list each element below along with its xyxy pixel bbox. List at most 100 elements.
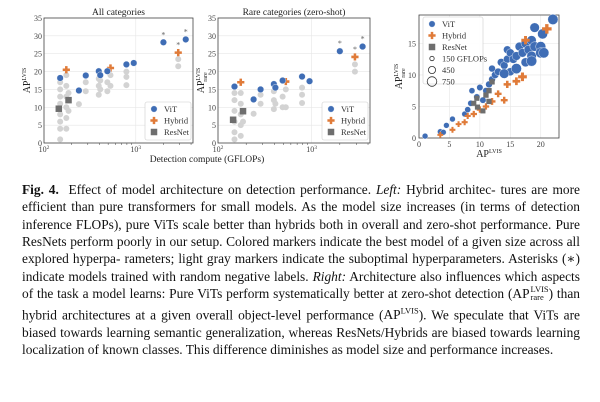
resnet-point xyxy=(474,95,480,101)
suboptimal-point xyxy=(75,101,82,108)
resnet-point xyxy=(486,88,492,94)
suboptimal-point xyxy=(231,136,238,143)
suboptimal-point xyxy=(57,125,64,132)
suboptimal-point xyxy=(237,100,244,107)
hybrid-point xyxy=(455,121,462,128)
lvis-sup: LVIS xyxy=(530,283,549,294)
suboptimal-point xyxy=(270,106,277,113)
suboptimal-point xyxy=(279,93,286,100)
suboptimal-point xyxy=(299,84,306,91)
suboptimal-point xyxy=(123,73,130,80)
vit-point xyxy=(75,86,83,94)
suboptimal-point xyxy=(57,111,64,118)
suboptimal-point xyxy=(57,100,64,107)
vit-point xyxy=(511,63,522,74)
vit-point xyxy=(529,22,540,33)
rare-sub: rare xyxy=(530,291,544,302)
vit-point xyxy=(103,67,111,75)
asterisk-mark: * xyxy=(338,39,342,48)
y-tick-label: 30 xyxy=(208,32,216,41)
suboptimal-point xyxy=(63,115,70,121)
legend-label-resnet: ResNet xyxy=(341,127,367,137)
hybrid-point xyxy=(449,126,456,133)
legend-size-label: 450 xyxy=(442,65,455,75)
y-tick-label: 15 xyxy=(34,85,42,94)
vit-point xyxy=(359,43,367,51)
vit-point xyxy=(547,14,559,25)
suboptimal-point xyxy=(107,82,114,89)
y-tick-label: 15 xyxy=(408,39,416,48)
vit-point xyxy=(230,83,238,91)
hybrid-point xyxy=(437,131,444,138)
hybrid-point xyxy=(62,66,70,74)
hybrid-point xyxy=(512,77,521,86)
resnet-point xyxy=(55,105,63,112)
suboptimal-point xyxy=(299,100,306,106)
y-tick-label: 10 xyxy=(208,103,216,112)
axes-frame xyxy=(418,14,560,139)
caption-left-label: Left: xyxy=(375,182,402,197)
vit-point xyxy=(82,71,90,79)
y-tick-label: 15 xyxy=(208,85,216,94)
axes-frame xyxy=(43,17,194,144)
vit-point xyxy=(96,71,104,79)
vit-point xyxy=(479,96,487,104)
panel-1: 0 5 10 15 20 25 30 35 102 103 * * * Rare categories (… xyxy=(196,7,371,154)
suboptimal-point xyxy=(231,129,238,136)
suboptimal-point xyxy=(175,63,182,70)
asterisk-mark: * xyxy=(161,30,165,39)
vit-point xyxy=(336,47,344,55)
suboptimal-point xyxy=(257,100,264,107)
x-axis-label: APLVIS xyxy=(476,149,502,160)
hybrid-point xyxy=(494,90,502,98)
vit-point xyxy=(271,84,279,92)
ap-text: AP xyxy=(383,307,401,323)
panel-2: 0 5 10 15 20 0 5 10 15 APLVIS APLVISrare ViT HybridR… xyxy=(394,14,560,160)
suboptimal-point xyxy=(63,125,70,132)
x-tick-label: 5 xyxy=(447,140,451,149)
hybrid-point xyxy=(470,110,477,118)
suboptimal-point xyxy=(240,118,247,125)
y-tick-label: 0 xyxy=(212,139,216,148)
ap-text: AP xyxy=(512,286,530,302)
figure-panels: 0 5 10 15 20 25 30 35 102 103 * * * All categories APL… xyxy=(22,7,560,165)
caption-left-text: Hybrid architec- tures are more efficien… xyxy=(22,182,580,284)
hybrid-point xyxy=(521,36,530,45)
hybrid-point xyxy=(488,97,496,105)
hybrid-point xyxy=(518,72,527,82)
resnet-point xyxy=(486,98,492,105)
suboptimal-point xyxy=(57,136,64,143)
y-tick-label: 10 xyxy=(34,103,42,112)
legend-marker-resnet-icon xyxy=(150,128,158,136)
x-tick-label: 102 xyxy=(39,145,50,154)
vit-point xyxy=(488,64,496,73)
suboptimal-point xyxy=(63,82,70,89)
hybrid-point xyxy=(174,49,182,57)
x-tick-label: 103 xyxy=(306,145,317,154)
legend-label-resnet: ResNet xyxy=(164,127,190,137)
x-tick-label: 10 xyxy=(476,140,484,149)
vit-point xyxy=(279,76,287,84)
resnet-point xyxy=(489,79,495,85)
legend-marker-vit-icon xyxy=(150,105,158,113)
suboptimal-point xyxy=(351,61,358,68)
y-tick-label: 25 xyxy=(208,50,216,59)
y-tick-label: 35 xyxy=(208,14,216,23)
y-tick-label: 5 xyxy=(38,121,42,130)
figure-caption: Fig. 4. Effect of model architecture on … xyxy=(22,181,580,358)
suboptimal-point xyxy=(95,91,102,98)
vit-point xyxy=(250,95,258,103)
resnet-point xyxy=(239,107,247,115)
x-tick-label: 102 xyxy=(213,145,224,154)
suboptimal-point xyxy=(123,68,130,75)
legend-label-vit: ViT xyxy=(442,19,456,29)
caption-title: Effect of model architecture on detectio… xyxy=(68,182,372,197)
ap-lvis-symbol: APLVIS xyxy=(383,306,418,323)
suboptimal-point xyxy=(82,79,89,86)
resnet-point xyxy=(229,116,237,124)
x-tick-label: 0 xyxy=(417,140,421,149)
y-tick-label: 5 xyxy=(412,102,416,111)
y-tick-label: 20 xyxy=(34,68,42,77)
hybrid-point xyxy=(482,103,490,110)
vit-point xyxy=(449,115,456,123)
